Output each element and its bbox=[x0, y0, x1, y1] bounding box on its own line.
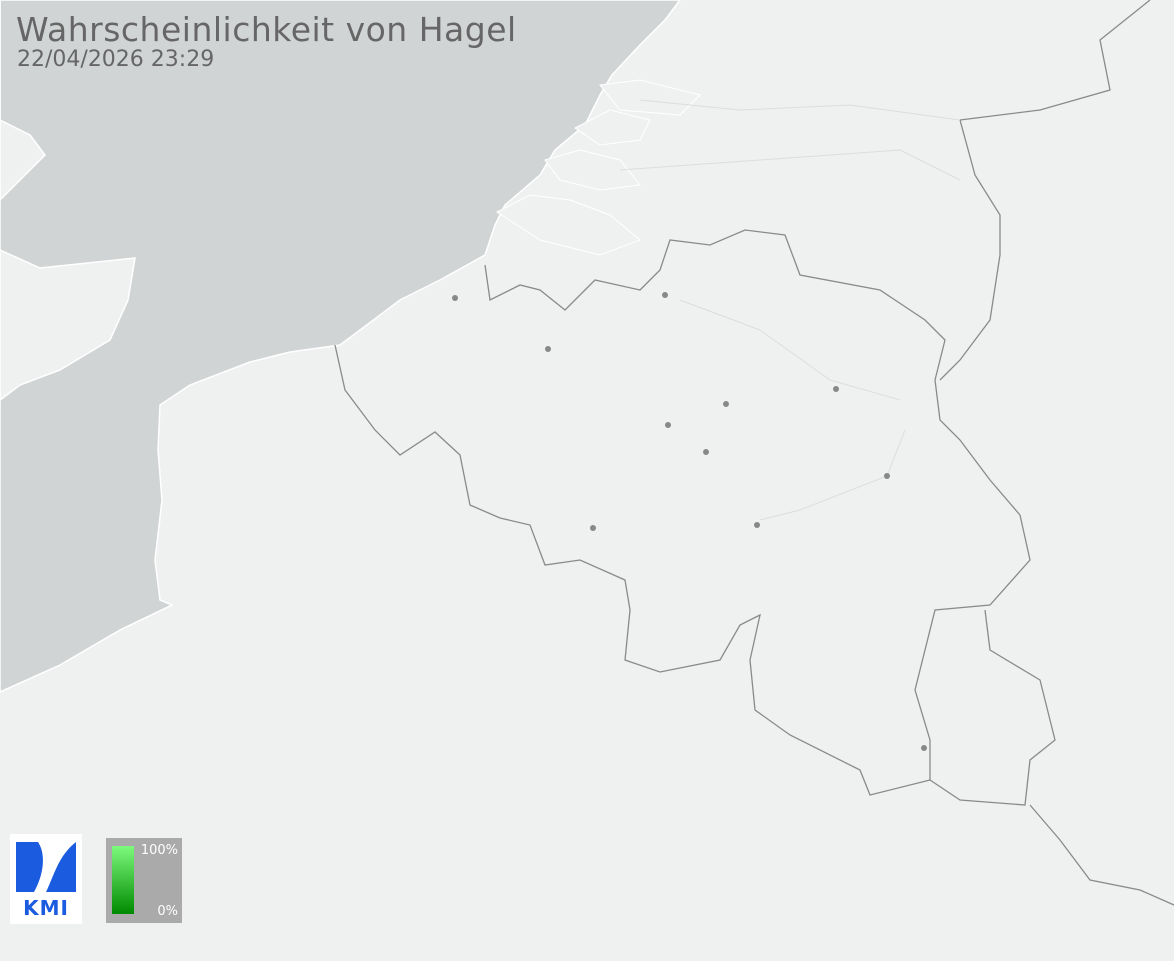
germany-france-border bbox=[1029, 804, 1174, 906]
england-land bbox=[0, 0, 46, 202]
luxembourg-border bbox=[929, 609, 1056, 806]
belgium-border bbox=[334, 229, 1031, 796]
city-marker bbox=[665, 422, 671, 428]
city-marker bbox=[754, 522, 760, 528]
city-marker bbox=[833, 386, 839, 392]
probability-legend: 100% 0% bbox=[106, 838, 182, 923]
logo-text: KMI bbox=[23, 896, 69, 920]
england-land-south bbox=[0, 249, 136, 401]
city-markers bbox=[452, 292, 927, 751]
city-marker bbox=[662, 292, 668, 298]
city-marker bbox=[723, 401, 729, 407]
city-marker bbox=[452, 295, 458, 301]
netherlands-germany-border bbox=[939, 119, 1001, 381]
city-marker bbox=[590, 525, 596, 531]
city-marker bbox=[545, 346, 551, 352]
north-germany-border bbox=[959, 0, 1151, 121]
map-title: Wahrscheinlichkeit von Hagel bbox=[16, 10, 517, 49]
zeeland-islands bbox=[496, 79, 701, 256]
legend-min-label: 0% bbox=[157, 904, 178, 919]
kmi-logo-mark-icon bbox=[16, 842, 76, 892]
map-timestamp: 22/04/2026 23:29 bbox=[17, 47, 215, 72]
country-borders bbox=[334, 0, 1174, 906]
city-marker bbox=[703, 449, 709, 455]
city-marker bbox=[884, 473, 890, 479]
sea bbox=[0, 0, 681, 693]
rivers bbox=[619, 99, 961, 521]
city-marker bbox=[921, 745, 927, 751]
legend-max-label: 100% bbox=[140, 843, 178, 858]
kmi-logo: KMI bbox=[10, 834, 82, 924]
legend-color-bar bbox=[112, 846, 134, 914]
